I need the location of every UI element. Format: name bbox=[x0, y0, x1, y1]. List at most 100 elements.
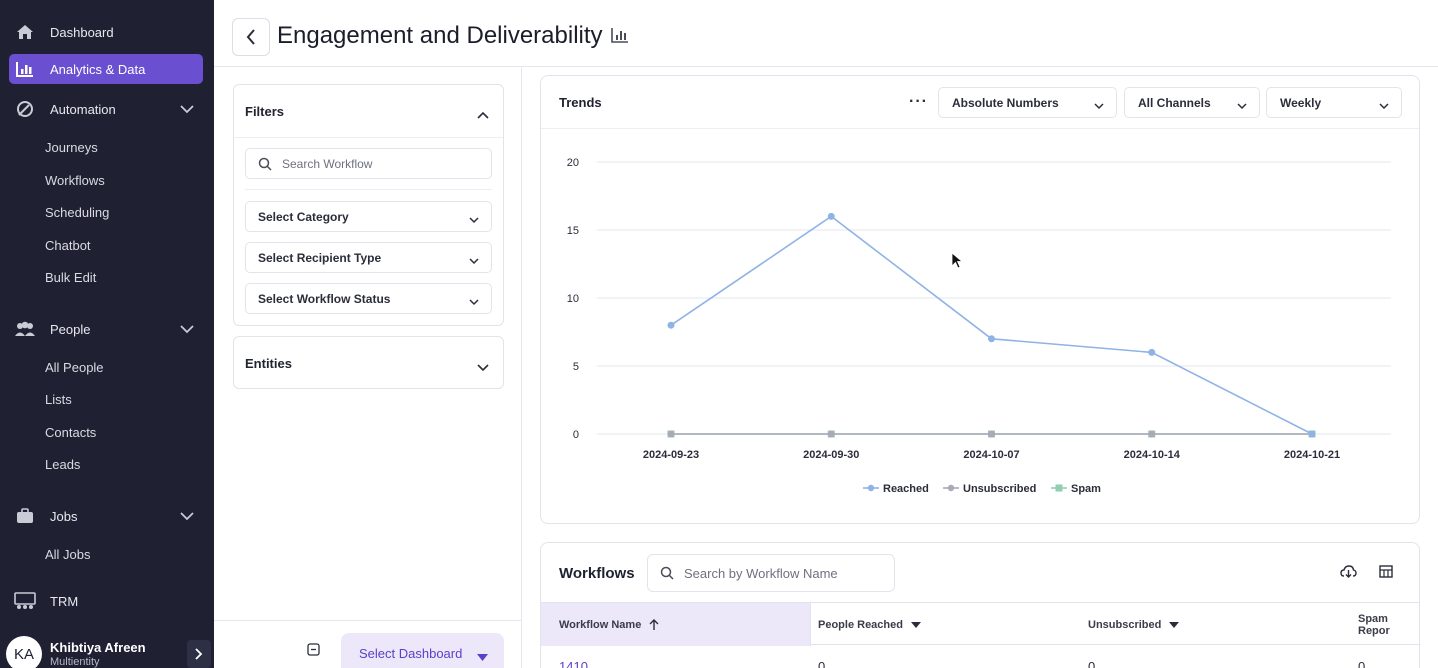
search-icon bbox=[258, 157, 272, 171]
sidebar: Dashboard Analytics & Data Automation Jo… bbox=[0, 0, 214, 668]
user-profile[interactable]: KA Khibtiya Afreen Multientity bbox=[0, 628, 214, 668]
column-header-label: People Reached bbox=[818, 618, 903, 631]
table-cell-people-reached: 0 bbox=[818, 659, 826, 668]
collapse-panel-icon[interactable] bbox=[307, 643, 320, 661]
sidebar-subitem-workflows[interactable]: Workflows bbox=[45, 173, 105, 188]
metric-mode-dropdown[interactable]: Absolute Numbers bbox=[938, 87, 1117, 118]
sidebar-subitem-bulk-edit[interactable]: Bulk Edit bbox=[45, 270, 97, 285]
y-tick-label: 10 bbox=[567, 293, 579, 305]
legend-marker bbox=[1055, 484, 1063, 492]
workflows-title: Workflows bbox=[559, 565, 635, 582]
chevron-up-icon[interactable] bbox=[477, 106, 489, 124]
back-button[interactable] bbox=[232, 18, 270, 56]
table-header: Workflow Name People Reached Unsubscribe… bbox=[541, 602, 1419, 646]
data-point-reached bbox=[667, 321, 675, 329]
chevron-right-icon bbox=[195, 648, 203, 660]
chevron-down-icon[interactable] bbox=[180, 322, 194, 337]
table-cell-unsubscribed: 0 bbox=[1088, 659, 1096, 668]
caret-down-icon bbox=[1169, 621, 1180, 628]
sidebar-item-analytics[interactable]: Analytics & Data bbox=[9, 54, 203, 84]
sidebar-subitem-lists[interactable]: Lists bbox=[45, 392, 72, 407]
select-recipient-type-dropdown[interactable]: Select Recipient Type bbox=[245, 242, 492, 273]
x-tick-label: 2024-09-23 bbox=[643, 449, 699, 461]
sidebar-item-label: Dashboard bbox=[50, 24, 114, 40]
divider bbox=[245, 189, 492, 190]
series-line-reached bbox=[670, 215, 1313, 435]
sidebar-item-jobs[interactable]: Jobs bbox=[9, 501, 203, 531]
dropdown-label: All Channels bbox=[1138, 95, 1211, 110]
x-tick-label: 2024-09-30 bbox=[803, 449, 859, 461]
trends-title: Trends bbox=[559, 95, 602, 110]
column-header-people-reached[interactable]: People Reached bbox=[818, 603, 921, 646]
data-point-reached bbox=[1308, 430, 1316, 438]
chevron-down-icon[interactable] bbox=[180, 509, 194, 524]
sidebar-item-dashboard[interactable]: Dashboard bbox=[9, 17, 203, 47]
panel-footer: Select Dashboard bbox=[214, 620, 521, 668]
column-header-unsubscribed[interactable]: Unsubscribed bbox=[1088, 603, 1180, 646]
chevron-down-icon bbox=[469, 213, 479, 227]
search-placeholder: Search Workflow bbox=[282, 156, 373, 171]
sidebar-subitem-chatbot[interactable]: Chatbot bbox=[45, 238, 91, 253]
search-icon bbox=[660, 566, 674, 580]
table-cell-workflow-name[interactable]: 1410 bbox=[559, 659, 588, 668]
column-header-spam-reports[interactable]: Spam Repor bbox=[1358, 603, 1419, 646]
search-placeholder: Search by Workflow Name bbox=[684, 565, 838, 581]
dropdown-label: Absolute Numbers bbox=[952, 95, 1059, 110]
y-tick-label: 5 bbox=[573, 361, 579, 373]
divider bbox=[234, 137, 503, 138]
home-icon bbox=[14, 23, 36, 41]
download-icon[interactable] bbox=[1340, 565, 1357, 584]
sidebar-subitem-all-people[interactable]: All People bbox=[45, 360, 104, 375]
chevron-down-icon[interactable] bbox=[477, 359, 489, 377]
sidebar-item-people[interactable]: People bbox=[9, 314, 203, 344]
sidebar-item-label: TRM bbox=[50, 593, 79, 609]
chevron-down-icon bbox=[1237, 99, 1247, 113]
avatar[interactable]: KA bbox=[6, 636, 42, 668]
data-point-unsubscribed bbox=[988, 430, 995, 438]
entities-card[interactable]: Entities bbox=[233, 336, 504, 389]
legend-marker bbox=[947, 484, 955, 492]
automation-icon bbox=[14, 100, 36, 118]
data-point-reached bbox=[988, 335, 995, 343]
people-icon bbox=[14, 320, 36, 338]
sidebar-item-automation[interactable]: Automation bbox=[9, 94, 203, 124]
column-header-label: Spam Repor bbox=[1358, 612, 1390, 637]
chevron-left-icon bbox=[246, 29, 255, 45]
select-dashboard-label: Select Dashboard bbox=[359, 645, 463, 661]
sidebar-subitem-all-jobs[interactable]: All Jobs bbox=[45, 547, 91, 562]
data-point-unsubscribed bbox=[827, 430, 835, 438]
workflow-name-search-input[interactable]: Search by Workflow Name bbox=[647, 554, 895, 592]
filters-title: Filters bbox=[245, 104, 285, 119]
sidebar-subitem-scheduling[interactable]: Scheduling bbox=[45, 205, 110, 220]
sidebar-item-label: Jobs bbox=[50, 508, 78, 524]
sidebar-item-trm[interactable]: TRM bbox=[9, 586, 203, 616]
more-options-icon[interactable]: ··· bbox=[909, 93, 928, 110]
sidebar-subitem-contacts[interactable]: Contacts bbox=[45, 425, 97, 440]
column-header-label: Unsubscribed bbox=[1088, 618, 1162, 631]
workflow-search-input[interactable]: Search Workflow bbox=[245, 148, 492, 179]
select-label: Select Workflow Status bbox=[258, 291, 391, 306]
caret-down-icon bbox=[910, 621, 921, 628]
chevron-down-icon[interactable] bbox=[180, 102, 194, 117]
user-org: Multientity bbox=[50, 656, 100, 668]
x-tick-label: 2024-10-21 bbox=[1284, 449, 1340, 461]
filters-panel: Filters Search Workflow Select Category … bbox=[214, 67, 522, 668]
select-dashboard-button[interactable]: Select Dashboard bbox=[341, 633, 504, 668]
expand-user-button[interactable] bbox=[187, 640, 211, 668]
interval-dropdown[interactable]: Weekly bbox=[1266, 87, 1402, 118]
sidebar-subitem-leads[interactable]: Leads bbox=[45, 457, 81, 472]
entities-title: Entities bbox=[245, 356, 292, 371]
y-tick-label: 15 bbox=[567, 225, 579, 237]
report-chart-icon bbox=[611, 27, 629, 48]
sidebar-subitem-journeys[interactable]: Journeys bbox=[45, 140, 98, 155]
channels-dropdown[interactable]: All Channels bbox=[1124, 87, 1260, 118]
table-columns-icon[interactable] bbox=[1379, 565, 1393, 583]
select-label: Select Recipient Type bbox=[258, 250, 382, 265]
y-tick-label: 0 bbox=[573, 429, 579, 441]
trm-icon bbox=[14, 592, 36, 610]
column-header-label: Workflow Name bbox=[559, 618, 642, 631]
column-header-workflow-name[interactable]: Workflow Name bbox=[541, 603, 811, 646]
select-category-dropdown[interactable]: Select Category bbox=[245, 201, 492, 232]
page-header: Engagement and Deliverability bbox=[214, 0, 1438, 67]
select-workflow-status-dropdown[interactable]: Select Workflow Status bbox=[245, 283, 492, 314]
